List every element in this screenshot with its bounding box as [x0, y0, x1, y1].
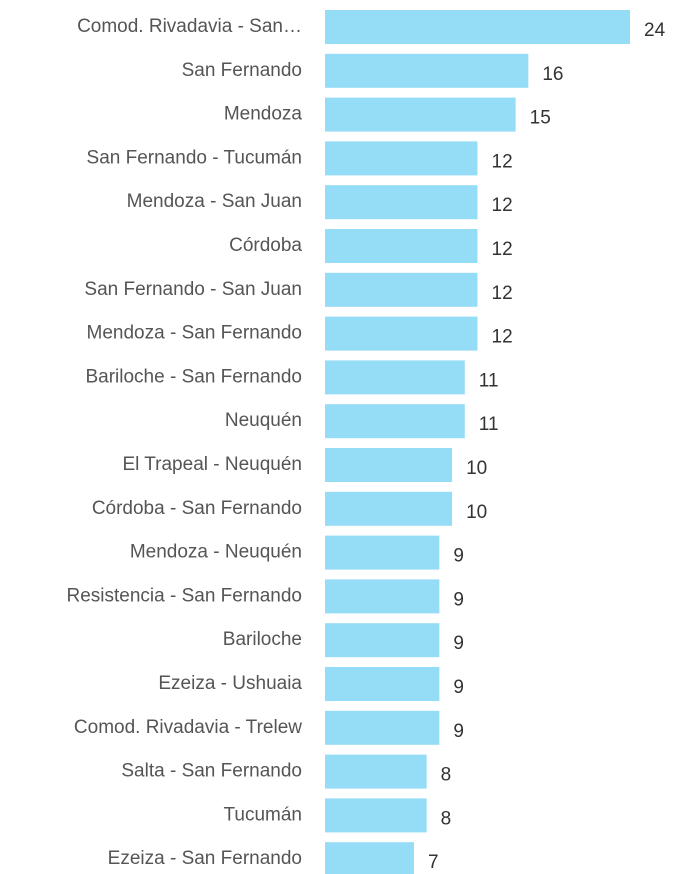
bar	[325, 360, 465, 395]
bar	[325, 667, 440, 701]
bar	[325, 579, 440, 614]
value-label: 11	[479, 414, 499, 435]
category-label: Mendoza - San Juan	[127, 191, 302, 212]
bar	[325, 97, 516, 132]
category-label: San Fernando - San Juan	[84, 279, 302, 300]
category-label: Comod. Rivadavia - Trelew	[74, 717, 302, 738]
value-label: 15	[530, 108, 551, 129]
bar	[325, 491, 453, 526]
category-label: Ezeiza - San Fernando	[108, 848, 302, 869]
value-label: 12	[492, 239, 513, 260]
bar	[325, 10, 630, 44]
category-label: Neuquén	[225, 410, 302, 431]
category-label: Salta - San Fernando	[121, 761, 302, 782]
value-label: 12	[492, 327, 513, 348]
bar	[325, 535, 440, 570]
bar	[325, 141, 478, 176]
category-label: Córdoba	[229, 235, 302, 256]
category-label: Bariloche	[223, 629, 302, 650]
bar	[325, 185, 478, 220]
category-label: Bariloche - San Fernando	[85, 366, 302, 387]
bar	[325, 754, 427, 789]
category-label: Resistencia - San Fernando	[66, 585, 302, 606]
category-label: El Trapeal - Neuquén	[122, 454, 302, 475]
category-label: Mendoza	[224, 104, 303, 125]
value-label: 12	[492, 283, 513, 304]
value-label: 12	[492, 151, 513, 172]
value-label: 9	[453, 589, 464, 610]
bar	[325, 316, 478, 351]
category-label: San Fernando	[182, 60, 302, 81]
value-label: 24	[644, 20, 666, 41]
value-label: 9	[453, 721, 464, 742]
value-label: 12	[492, 195, 513, 216]
bar	[325, 272, 478, 307]
bar	[325, 842, 414, 874]
category-label: San Fernando - Tucumán	[87, 147, 302, 168]
category-label: Comod. Rivadavia - San…	[77, 16, 302, 37]
value-label: 9	[453, 633, 464, 654]
value-label: 8	[441, 808, 452, 829]
bar	[325, 798, 427, 833]
value-label: 11	[479, 370, 499, 391]
bar	[325, 404, 465, 439]
category-label: Mendoza - Neuquén	[130, 542, 302, 563]
bar	[325, 448, 453, 482]
bar	[325, 623, 440, 658]
value-label: 7	[428, 852, 439, 873]
category-label: Córdoba - San Fernando	[92, 498, 302, 519]
category-label: Mendoza - San Fernando	[87, 323, 302, 344]
value-label: 16	[542, 64, 563, 85]
value-label: 10	[466, 458, 487, 479]
category-label: Tucumán	[224, 804, 303, 825]
bar	[325, 710, 440, 745]
category-label: Ezeiza - Ushuaia	[158, 673, 302, 694]
value-label: 9	[453, 677, 464, 698]
bar	[325, 53, 529, 88]
value-label: 9	[453, 546, 464, 567]
value-label: 8	[441, 765, 452, 786]
bar	[325, 229, 478, 263]
value-label: 10	[466, 502, 487, 523]
